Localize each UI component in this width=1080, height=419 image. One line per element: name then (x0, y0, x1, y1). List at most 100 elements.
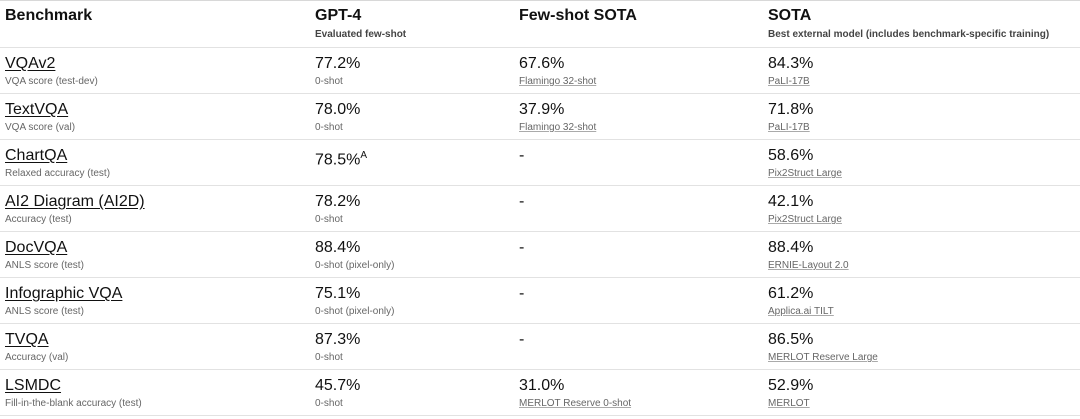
metric: VQA score (val) (5, 122, 76, 133)
setting-note: 0-shot (pixel-only) (315, 260, 395, 271)
benchmark-name[interactable]: DocVQA (5, 239, 68, 256)
score: 61.2% (768, 285, 814, 302)
table-row: TextVQA VQA score (val) 78.0% 0-shot 37.9% Fl… (0, 94, 1080, 140)
metric: ANLS score (test) (5, 260, 84, 271)
table-cell: 45.7% 0-shot (315, 376, 360, 409)
table-cell: 67.6% Flamingo 32-shot (519, 54, 596, 87)
score: 84.3% (768, 55, 814, 72)
benchmark-name[interactable]: AI2 Diagram (AI2D) (5, 193, 145, 210)
header-title: Benchmark (5, 7, 93, 24)
metric: Relaxed accuracy (test) (5, 168, 111, 179)
setting-note: 0-shot (315, 76, 343, 87)
benchmark-name[interactable]: ChartQA (5, 147, 68, 164)
score: 87.3% (315, 331, 361, 348)
table-cell: 77.2% 0-shot (315, 54, 360, 87)
model-link[interactable]: ERNIE-Layout 2.0 (768, 260, 849, 271)
header-title: SOTA (768, 7, 812, 24)
score: 75.1% (315, 285, 361, 302)
benchmark-name[interactable]: VQAv2 (5, 55, 56, 72)
header-subtitle: Evaluated few-shot (315, 29, 407, 40)
score: 37.9% (519, 101, 565, 118)
table-row: ChartQA Relaxed accuracy (test) 78.5%A - 58.… (0, 140, 1080, 186)
benchmark-name[interactable]: TextVQA (5, 101, 69, 118)
table-cell: 78.2% 0-shot (315, 192, 360, 225)
score: 31.0% (519, 377, 565, 394)
model-link[interactable]: Pix2Struct Large (768, 168, 842, 179)
score: 78.2% (315, 193, 361, 210)
table-cell: ChartQA Relaxed accuracy (test) (5, 146, 110, 179)
header-title: GPT-4 (315, 7, 362, 24)
model-link[interactable]: Pix2Struct Large (768, 214, 842, 225)
metric: Fill-in-the-blank accuracy (test) (5, 398, 142, 409)
model-link[interactable]: MERLOT Reserve Large (768, 352, 878, 363)
model-link[interactable]: Flamingo 32-shot (519, 122, 597, 133)
table-cell: LSMDC Fill-in-the-blank accuracy (test) (5, 376, 142, 409)
table-cell: - (519, 330, 524, 350)
table-cell: 75.1% 0-shot (pixel-only) (315, 284, 394, 317)
table-cell: 37.9% Flamingo 32-shot (519, 100, 596, 133)
model-link[interactable]: PaLI-17B (768, 122, 810, 133)
score: - (519, 285, 525, 302)
table-cell: VQAv2 VQA score (test-dev) (5, 54, 98, 87)
score: 86.5% (768, 331, 814, 348)
score: 71.8% (768, 101, 814, 118)
table-cell: 86.5% MERLOT Reserve Large (768, 330, 878, 363)
setting-note: 0-shot (315, 214, 343, 225)
score: - (519, 147, 525, 164)
benchmark-name[interactable]: TVQA (5, 331, 49, 348)
header-row: Benchmark GPT-4 Evaluated few-shot Few-shot… (0, 0, 1080, 48)
model-link[interactable]: MERLOT (768, 398, 810, 409)
table-cell: Infographic VQA ANLS score (test) (5, 284, 122, 317)
table-cell: - (519, 238, 524, 258)
score: - (519, 239, 525, 256)
metric: Accuracy (test) (5, 214, 72, 225)
table-cell: 31.0% MERLOT Reserve 0-shot (519, 376, 631, 409)
header-cell: Few-shot SOTA (519, 7, 637, 25)
setting-note: 0-shot (315, 398, 343, 409)
table-cell: 88.4% 0-shot (pixel-only) (315, 238, 394, 271)
benchmark-name[interactable]: Infographic VQA (5, 285, 123, 302)
table-cell: 84.3% PaLI-17B (768, 54, 813, 87)
header-cell: GPT-4 Evaluated few-shot (315, 7, 406, 40)
metric: Accuracy (val) (5, 352, 69, 363)
score: - (519, 331, 525, 348)
table-row: VQAv2 VQA score (test-dev) 77.2% 0-shot 67.6… (0, 48, 1080, 94)
table-cell: 42.1% Pix2Struct Large (768, 192, 842, 225)
table-cell: 58.6% Pix2Struct Large (768, 146, 842, 179)
model-link[interactable]: MERLOT Reserve 0-shot (519, 398, 632, 409)
score: 45.7% (315, 377, 361, 394)
table-cell: TextVQA VQA score (val) (5, 100, 75, 133)
setting-note: 0-shot (315, 352, 343, 363)
header-cell: Benchmark (5, 7, 92, 25)
metric: ANLS score (test) (5, 306, 84, 317)
table-cell: 78.5%A (315, 146, 367, 170)
table-cell: 78.0% 0-shot (315, 100, 360, 133)
metric: VQA score (test-dev) (5, 76, 98, 87)
score: - (519, 193, 525, 210)
table-cell: 52.9% MERLOT (768, 376, 813, 409)
table-row: TVQA Accuracy (val) 87.3% 0-shot - 86.5% MERLO… (0, 324, 1080, 370)
table-row: LSMDC Fill-in-the-blank accuracy (test) 45… (0, 370, 1080, 416)
score: 52.9% (768, 377, 814, 394)
setting-note: 0-shot (315, 122, 343, 133)
model-link[interactable]: PaLI-17B (768, 76, 810, 87)
footnote-marker: A (360, 150, 368, 161)
score: 78.0% (315, 101, 361, 118)
table-cell: DocVQA ANLS score (test) (5, 238, 84, 271)
score: 77.2% (315, 55, 361, 72)
table-cell: AI2 Diagram (AI2D) Accuracy (test) (5, 192, 145, 225)
model-link[interactable]: Applica.ai TILT (768, 306, 834, 317)
table-cell: 88.4% ERNIE-Layout 2.0 (768, 238, 849, 271)
table-cell: - (519, 192, 524, 212)
table-row: AI2 Diagram (AI2D) Accuracy (test) 78.2% 0-… (0, 186, 1080, 232)
table-row: Infographic VQA ANLS score (test) 75.1% 0-s… (0, 278, 1080, 324)
score: 42.1% (768, 193, 814, 210)
header-cell: SOTA Best external model (includes benchm… (768, 7, 1049, 40)
table-cell: - (519, 146, 524, 166)
table-cell: TVQA Accuracy (val) (5, 330, 68, 363)
score: 58.6% (768, 147, 814, 164)
benchmark-name[interactable]: LSMDC (5, 377, 62, 394)
table-cell: - (519, 284, 524, 304)
model-link[interactable]: Flamingo 32-shot (519, 76, 597, 87)
